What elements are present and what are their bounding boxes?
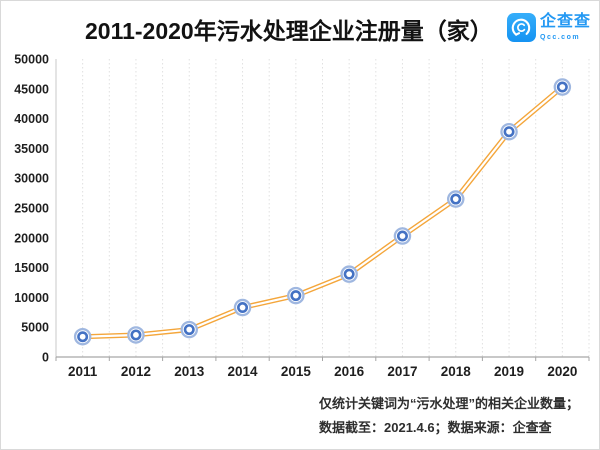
y-tick-label: 50000 [14, 53, 49, 67]
x-tick-label: 2011 [68, 364, 98, 379]
chart-footnote: 仅统计关键词为“污水处理”的相关企业数量； 数据截至：2021.4.6；数据来源… [319, 392, 584, 440]
y-tick-label: 20000 [14, 231, 49, 245]
qcc-logo-domain: Qcc.com [540, 34, 581, 41]
footnote-line-2: 数据截至：2021.4.6；数据来源：企查查 [319, 420, 552, 435]
x-tick-label: 2020 [547, 364, 577, 379]
data-point [396, 230, 408, 242]
qcc-swirl-icon [511, 18, 531, 36]
x-tick-label: 2017 [387, 364, 417, 379]
y-tick-label: 35000 [14, 142, 49, 156]
data-point [503, 126, 515, 138]
data-point [343, 268, 355, 280]
x-tick-label: 2015 [281, 364, 312, 379]
line-series-inner [81, 85, 564, 338]
y-tick-label: 15000 [14, 261, 49, 275]
y-tick-label: 25000 [14, 202, 49, 216]
data-point [290, 290, 302, 302]
qcc-logo-icon [507, 13, 536, 42]
data-point [556, 81, 568, 93]
qcc-logo: 企查查 Qcc.com [507, 13, 595, 45]
page-title: 2011-2020年污水处理企业注册量（家） [85, 18, 493, 44]
y-tick-label: 40000 [14, 112, 49, 126]
y-tick-label: 30000 [14, 172, 49, 186]
x-tick-label: 2012 [121, 364, 151, 379]
qcc-logo-text: 企查查 Qcc.com [540, 13, 591, 42]
data-point [237, 302, 249, 314]
x-tick-label: 2013 [174, 364, 205, 379]
x-tick-label: 2018 [441, 364, 472, 379]
data-point [450, 193, 462, 205]
data-point [77, 331, 89, 343]
y-tick-label: 10000 [14, 291, 49, 305]
footnote-line-1: 仅统计关键词为“污水处理”的相关企业数量； [319, 396, 580, 411]
y-tick-label: 5000 [21, 321, 49, 335]
x-tick-label: 2014 [228, 364, 259, 379]
x-tick-label: 2016 [334, 364, 365, 379]
x-tick-label: 2019 [494, 364, 524, 379]
data-point [130, 329, 142, 341]
y-tick-label: 0 [42, 351, 49, 365]
qcc-logo-name: 企查查 [540, 13, 592, 30]
y-tick-label: 45000 [14, 82, 49, 96]
data-point [183, 324, 195, 336]
